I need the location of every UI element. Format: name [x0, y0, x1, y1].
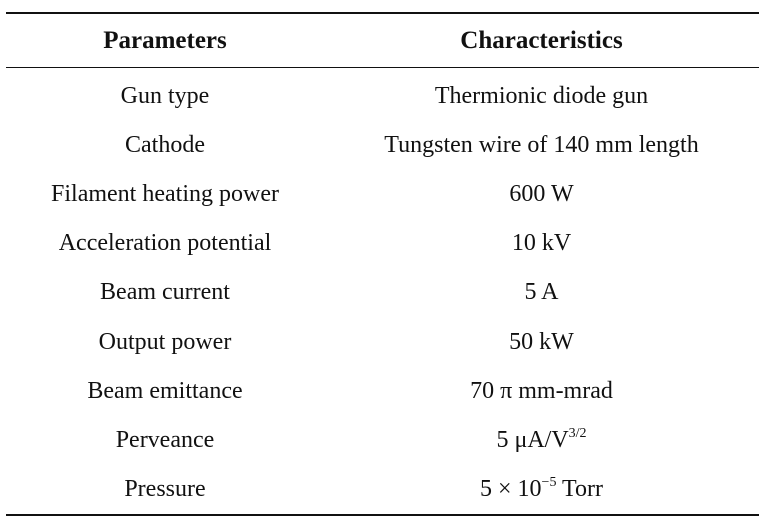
characteristic-base: 5 μA/V	[496, 426, 569, 453]
table-row: Beam emittance 70 π mm-mrad	[6, 366, 759, 415]
row-characteristic: 5 A	[524, 279, 559, 306]
table-row: Filament heating power 600 W	[6, 169, 759, 218]
row-parameter: Gun type	[120, 82, 210, 109]
row-parameter: Pressure	[124, 476, 206, 503]
header-parameters: Parameters	[103, 27, 227, 54]
row-characteristic: Thermionic diode gun	[434, 82, 649, 109]
characteristic-superscript: −5	[541, 475, 557, 491]
table-row: Gun type Thermionic diode gun	[6, 71, 759, 120]
table-header-row: Parameters Characteristics	[6, 14, 759, 67]
row-parameter: Beam current	[100, 279, 230, 306]
table-row: Beam current 5 A	[6, 268, 759, 317]
table-row: Perveance 5 μA/V3/2	[6, 415, 759, 464]
table-header-rule	[6, 67, 759, 68]
table-row: Cathode Tungsten wire of 140 mm length	[6, 120, 759, 169]
table-bottom-rule	[6, 513, 759, 516]
characteristic-unit: Torr	[556, 476, 603, 503]
row-characteristic: 5 × 10−5 Torr	[324, 475, 759, 503]
table-top-rule	[6, 12, 759, 14]
row-characteristic: 600 W	[509, 180, 574, 207]
row-parameter: Perveance	[115, 426, 215, 453]
row-parameter: Cathode	[125, 131, 205, 158]
row-parameter: Output power	[98, 328, 232, 355]
row-parameter: Acceleration potential	[58, 230, 272, 257]
table-row: Acceleration potential 10 kV	[6, 219, 759, 268]
table-row: Pressure 5 × 10−5 Torr	[6, 465, 759, 514]
table-row: Output power 50 kW	[6, 317, 759, 366]
row-characteristic: Tungsten wire of 140 mm length	[384, 131, 699, 158]
row-characteristic: 5 μA/V3/2	[324, 425, 759, 453]
characteristic-superscript: 3/2	[568, 425, 587, 441]
table-body: Gun type Thermionic diode gun Cathode Tu…	[6, 68, 759, 514]
parameters-table: Parameters Characteristics Gun type Ther…	[6, 12, 759, 516]
row-parameter: Beam emittance	[87, 377, 243, 404]
row-characteristic: 10 kV	[511, 230, 572, 257]
row-characteristic: 50 kW	[509, 328, 574, 355]
header-characteristics: Characteristics	[460, 27, 623, 54]
row-characteristic: 70 π mm-mrad	[470, 377, 613, 404]
characteristic-base: 5 × 10	[480, 476, 542, 503]
row-parameter: Filament heating power	[51, 180, 279, 207]
